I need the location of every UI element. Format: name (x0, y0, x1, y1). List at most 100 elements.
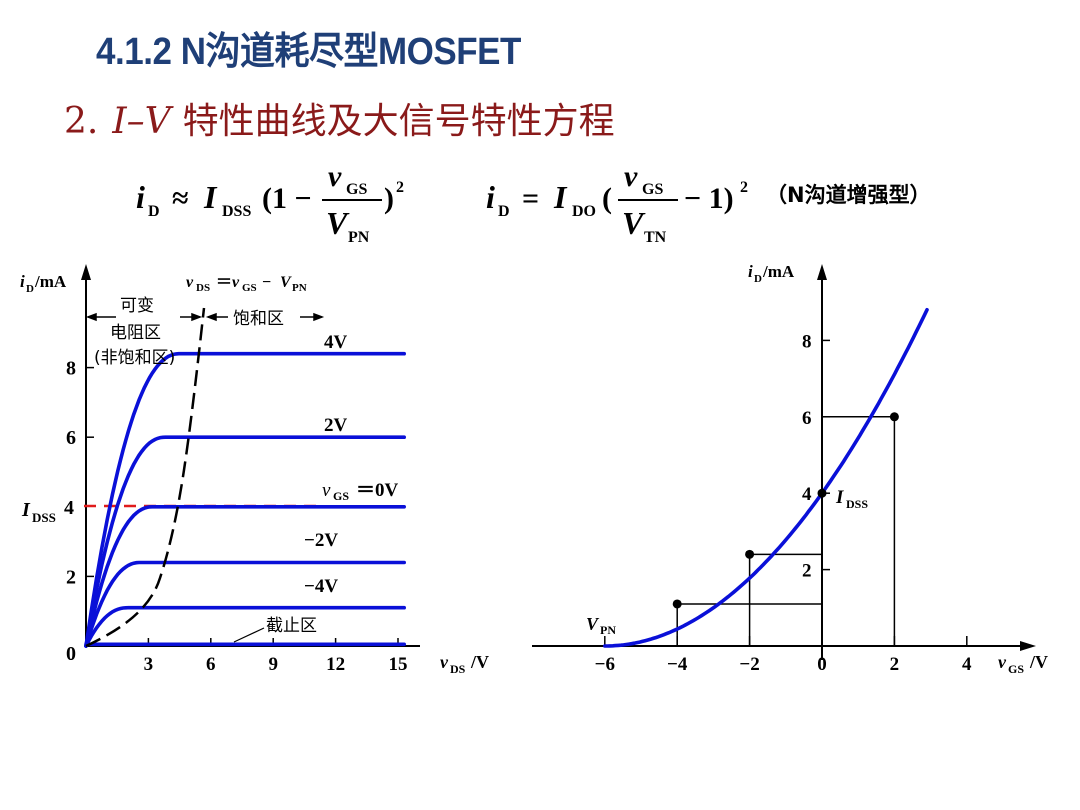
bl-v1: v (186, 274, 194, 291)
formula-lhs: i (486, 179, 495, 215)
transfer-characteristic-chart: i D /mA v GS /V −6 −4 −2 0 2 4 2 4 6 8 V PN I DS… (532, 262, 1048, 676)
bl-s2: GS (242, 282, 257, 294)
formula-coef-sub: DSS (222, 203, 251, 220)
output-curve-2 (84, 505, 406, 648)
idss-value: 4 (64, 497, 74, 519)
cutoff-region-label: 截止区 (266, 616, 317, 636)
vpn-sub: PN (600, 623, 616, 637)
formula-num-sub: GS (642, 181, 663, 198)
formula-num: v (624, 160, 638, 193)
x-axis-unit: /V (470, 652, 489, 672)
idss-label: I DSS 4 (21, 497, 74, 525)
ohmic-region-line3: (非饱和区) (94, 348, 175, 368)
transfer-curve-line (603, 308, 929, 648)
output-curve-0 (84, 351, 406, 648)
x-tick-label: 4 (962, 654, 972, 675)
x-axis-var: v (998, 652, 1007, 672)
bl-s3: PN (292, 282, 307, 294)
transfer-point (745, 549, 755, 559)
y-tick-label: 6 (66, 427, 76, 449)
slide-subtitle: 2. I–V 特性曲线及大信号特性方程 (64, 92, 615, 144)
idss-var: I (835, 487, 844, 508)
x-tick-label: 0 (817, 654, 827, 675)
origin-label: 0 (66, 643, 76, 665)
y-tick-label: 8 (802, 331, 812, 352)
left-x-axis-title: v DS /V (440, 652, 489, 676)
right-x-ticks: −6 −4 −2 0 2 4 (595, 636, 972, 675)
y-tick-label: 6 (802, 408, 812, 429)
y-axis-sub: D (26, 283, 34, 295)
formula-lhs-sub: D (148, 203, 160, 220)
x-tick-label: 3 (144, 654, 154, 675)
vgs-var: v (322, 480, 331, 501)
formula-coef: I (553, 179, 568, 215)
right-x-axis-arrow (1020, 641, 1036, 651)
formula-rel: ≈ (172, 182, 188, 215)
left-y-axis-arrow (81, 264, 91, 280)
y-tick-label: 2 (802, 561, 812, 582)
subtitle-iv: I–V (112, 101, 171, 142)
x-tick-label: 2 (890, 654, 900, 675)
left-x-ticks: 3 6 9 12 15 (144, 638, 408, 675)
vgs-value: ＝0V (356, 480, 399, 501)
formula-depletion: i D ≈ I DSS (1 − v GS V PN ) 2 (136, 160, 404, 246)
y-axis-unit: /mA (34, 272, 67, 291)
curve-label-2v: 2V (324, 415, 348, 436)
y-tick-label: 4 (802, 484, 812, 505)
region-arrows (85, 312, 325, 322)
x-axis-unit: /V (1029, 652, 1048, 672)
output-characteristics-chart: i D /mA 2 6 8 3 6 9 12 15 0 v DS /V I DSS 4 v … (20, 264, 489, 676)
right-y-axis-title: i D /mA (748, 262, 795, 285)
formula-den: V (326, 205, 350, 241)
transfer-point (672, 599, 682, 609)
x-tick-label: −2 (739, 654, 759, 675)
x-tick-label: −6 (595, 654, 615, 675)
subtitle-text: 特性曲线及大信号特性方程 (182, 101, 615, 142)
bl-v3: V (280, 274, 292, 291)
pinch-off-boundary (85, 307, 206, 648)
right-x-axis-title: v GS /V (998, 652, 1048, 676)
formula-enhancement: i D = I DO ( v GS V TN − 1) 2 (486, 160, 748, 246)
output-curve-1 (84, 435, 406, 648)
output-curves (84, 351, 406, 648)
formula-den: V (622, 205, 646, 241)
formula-lhs-sub: D (498, 203, 510, 220)
bl-s1: DS (196, 282, 210, 294)
transfer-point (889, 412, 899, 422)
idss-sub: DSS (32, 510, 56, 525)
formula-open: (1 − (262, 182, 312, 215)
bl-v2: v (232, 274, 240, 291)
output-curve-3 (84, 560, 406, 648)
x-tick-label: 12 (326, 654, 345, 675)
vgs-sub: GS (333, 489, 349, 503)
formula-lhs: i (136, 179, 145, 215)
formula-den-sub: TN (644, 229, 667, 246)
formula-open: ( (602, 182, 612, 215)
right-y-axis-arrow (817, 264, 827, 280)
x-tick-label: −4 (667, 654, 688, 675)
y-axis-unit: /mA (762, 262, 795, 281)
formula-exp: 2 (396, 179, 404, 196)
x-axis-sub: GS (1008, 662, 1024, 676)
curve-label-m4v: −4V (304, 576, 338, 597)
transfer-point (817, 488, 827, 498)
transfer-curve (603, 308, 929, 648)
y-axis-var: i (20, 272, 25, 291)
formula-close: ) (384, 182, 394, 215)
y-axis-sub: D (754, 273, 762, 285)
bl-eq: ＝ (216, 274, 232, 291)
ohmic-region-line1: 可变 (120, 296, 154, 316)
formula-note: （N沟道增强型） (766, 183, 931, 207)
output-curve-4 (84, 605, 406, 648)
formula-den-sub: PN (348, 229, 370, 246)
formula-coef: I (203, 179, 218, 215)
y-tick-label: 2 (66, 566, 76, 588)
curve-label-m2v: −2V (304, 530, 338, 551)
formula-rel: = (522, 182, 539, 215)
left-y-axis-title: i D /mA (20, 272, 67, 295)
boundary-label: v DS ＝ v GS − V PN (186, 274, 307, 294)
x-tick-label: 9 (268, 654, 278, 675)
right-guide-lines (676, 416, 896, 646)
x-axis-sub: DS (450, 662, 466, 676)
ohmic-region-line2: 电阻区 (110, 323, 161, 343)
